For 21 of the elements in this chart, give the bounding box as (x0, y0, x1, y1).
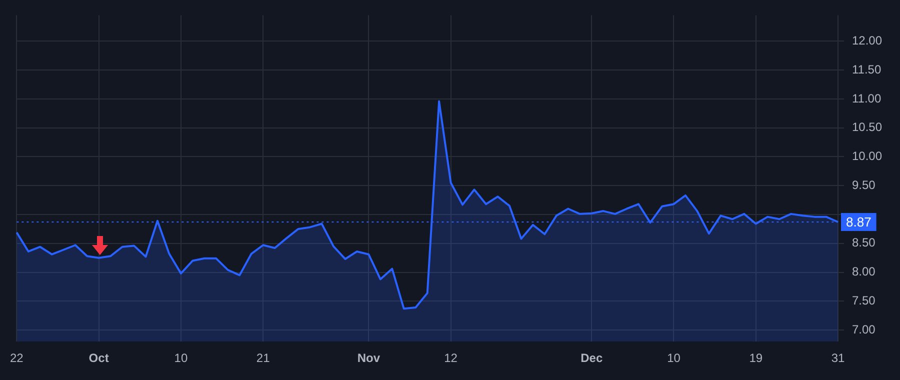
x-tick-label: 10 (667, 351, 681, 366)
x-tick-label: 21 (256, 351, 270, 366)
y-tick-label: 9.50 (852, 178, 876, 192)
y-tick-label: 10.50 (852, 120, 882, 134)
x-tick-label: 12 (444, 351, 458, 366)
x-tick-label: 22 (10, 351, 24, 366)
y-tick-label: 10.00 (852, 149, 882, 164)
x-tick-label: Nov (357, 351, 380, 366)
x-tick-label: 19 (749, 351, 763, 366)
y-tick-label: 7.00 (852, 322, 876, 336)
y-tick-label: 11.00 (852, 91, 882, 106)
y-tick-label: 12.00 (852, 34, 882, 48)
x-tick-label: 31 (831, 351, 845, 366)
y-tick-label: 7.50 (852, 293, 876, 308)
y-tick-label: 11.50 (852, 62, 882, 76)
x-tick-label: 10 (174, 351, 188, 366)
y-tick-label: 8.00 (852, 264, 876, 279)
x-tick-label: Dec (580, 351, 603, 366)
y-tick-label: 8.50 (852, 236, 876, 250)
ref-line-label: 8.87 (846, 214, 872, 230)
x-tick-label: Oct (88, 351, 109, 366)
